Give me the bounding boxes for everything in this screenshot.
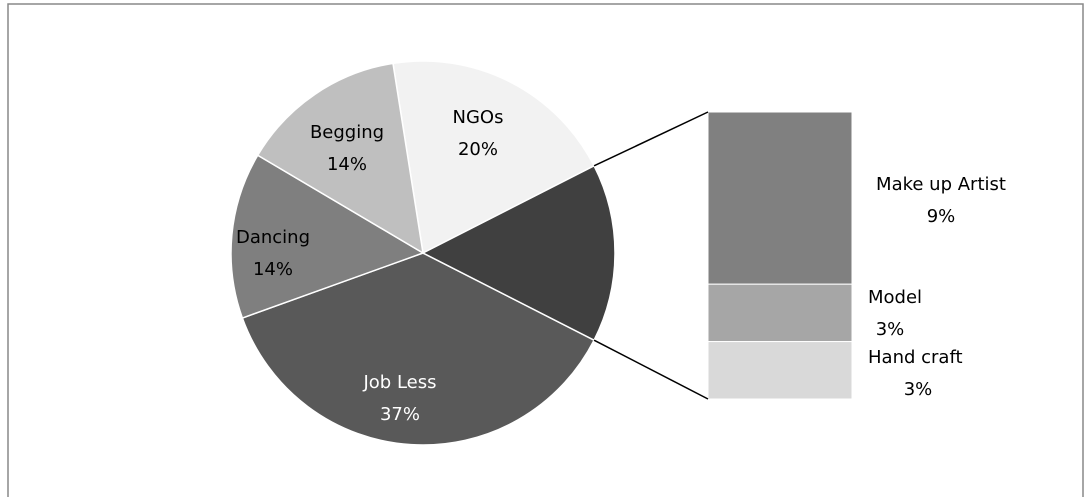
bar-segment <box>707 111 853 285</box>
bar-value-label: 3% <box>876 319 905 340</box>
bar-value-label: 9% <box>927 206 956 227</box>
bar-label: Hand craft <box>868 347 963 368</box>
slice-label: Job Less <box>362 372 436 393</box>
pie-slice <box>392 60 596 255</box>
slice-value-label: 37% <box>380 404 420 425</box>
slice-value-label: 14% <box>327 154 367 175</box>
connector <box>593 111 709 167</box>
bar-label: Make up Artist <box>876 174 1006 195</box>
pie-slice <box>256 62 424 255</box>
slice-value-label: 14% <box>253 259 293 280</box>
slice-label: Begging <box>310 122 384 143</box>
bar-segment <box>707 341 853 400</box>
pie-slice <box>230 154 425 319</box>
bar-value-label: 3% <box>904 379 933 400</box>
connector <box>593 339 709 400</box>
slice-label: NGOs <box>453 107 504 128</box>
slice-value-label: 20% <box>458 139 498 160</box>
bar-segment <box>707 283 853 343</box>
slice-label: Dancing <box>236 227 310 248</box>
pie-slice-other <box>421 164 616 342</box>
bar-label: Model <box>868 287 922 308</box>
pie-slice <box>241 252 596 446</box>
